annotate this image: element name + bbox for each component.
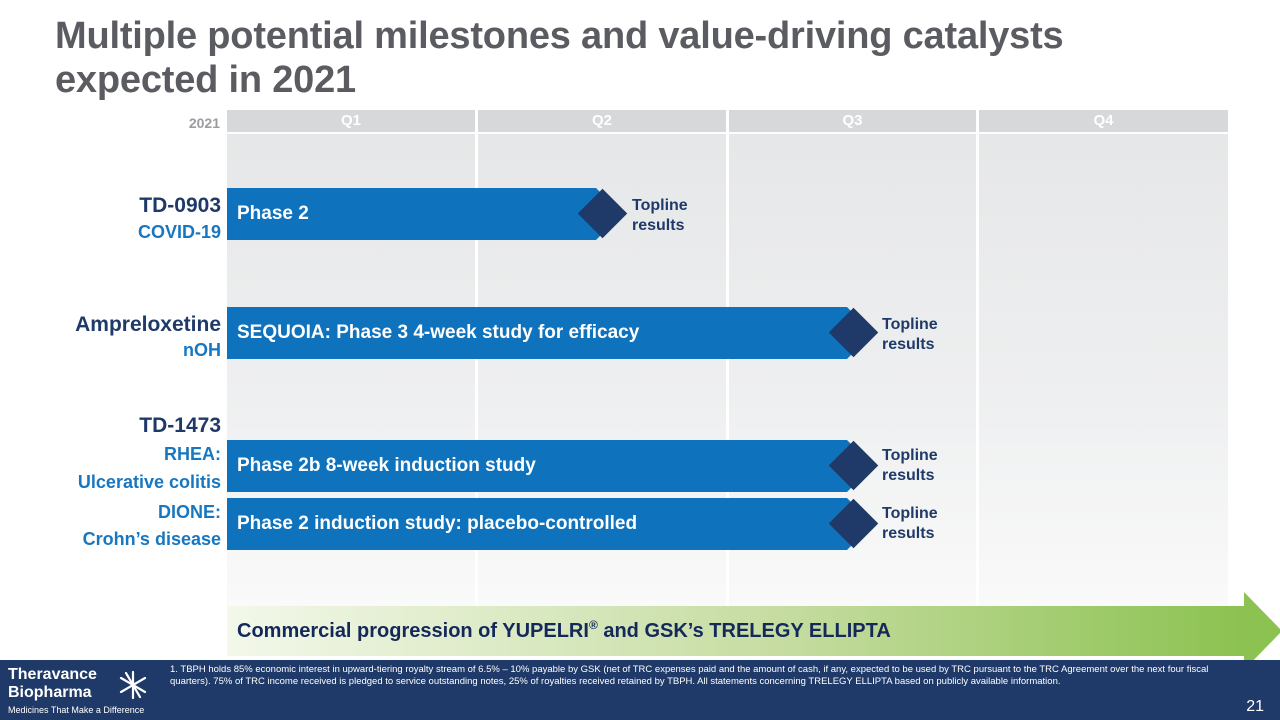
quarter-header-q2: Q2 <box>478 110 726 132</box>
milestone-label-td0903: Topline results <box>632 196 688 236</box>
milestone-label-ampreloxetine: Topline results <box>882 315 938 355</box>
timeline-bar-dione: Phase 2 induction study: placebo-control… <box>227 498 873 550</box>
quarter-header-q1: Q1 <box>227 110 475 132</box>
milestone-label-dione: Topline results <box>882 504 938 544</box>
timeline-bar-ampreloxetine: SEQUOIA: Phase 3 4-week study for effica… <box>227 307 873 359</box>
theravance-star-logo-icon <box>119 670 147 700</box>
quarter-header-q4: Q4 <box>979 110 1228 132</box>
timeline-bar-rhea: Phase 2b 8-week induction study <box>227 440 873 492</box>
commercial-text-before: Commercial progression of YUPELRI <box>237 620 589 642</box>
footnote-text: 1. TBPH holds 85% economic interest in u… <box>170 664 1209 687</box>
indication-covid19: COVID-19 <box>137 222 221 242</box>
logo-wordmark-line2: Biopharma <box>8 684 92 701</box>
commercial-arrow-head-icon <box>1244 592 1280 670</box>
registered-mark: ® <box>588 618 598 632</box>
milestone-line1: Topline <box>882 505 938 522</box>
milestone-line2: results <box>632 217 685 234</box>
year-label: 2021 <box>188 115 220 131</box>
study-name-dione: DIONE: <box>158 502 221 522</box>
milestone-line2: results <box>882 467 935 484</box>
commercial-progression-text: Commercial progression of YUPELRI® and G… <box>237 606 891 656</box>
milestone-line1: Topline <box>882 316 938 333</box>
footer-bar <box>0 660 1280 720</box>
indication-ulcerative-colitis: Ulcerative colitis <box>77 472 221 492</box>
milestone-label-rhea: Topline results <box>882 446 938 486</box>
program-name-td0903: TD-0903 <box>139 194 221 217</box>
milestone-line2: results <box>882 336 935 353</box>
indication-noh: nOH <box>183 340 221 360</box>
indication-crohns-disease: Crohn’s disease <box>82 529 221 549</box>
logo-wordmark-line1: Theravance <box>8 666 97 683</box>
quarter-column-q4 <box>979 134 1228 612</box>
commercial-text-after: and GSK’s TRELEGY ELLIPTA <box>597 620 891 642</box>
milestone-line2: results <box>882 525 935 542</box>
quarter-header-q3: Q3 <box>729 110 976 132</box>
study-name-rhea: RHEA: <box>164 444 221 464</box>
logo-tagline: Medicines That Make a Difference <box>8 705 145 715</box>
program-name-td1473: TD-1473 <box>139 414 221 437</box>
milestone-line1: Topline <box>632 197 688 214</box>
page-number: 21 <box>1246 698 1264 715</box>
milestone-line1: Topline <box>882 447 938 464</box>
timeline-bar-td0903: Phase 2 <box>227 188 622 240</box>
program-name-ampreloxetine: Ampreloxetine <box>75 313 221 336</box>
commercial-arrow-band <box>227 606 1245 656</box>
page-title: Multiple potential milestones and value-… <box>55 15 1064 101</box>
